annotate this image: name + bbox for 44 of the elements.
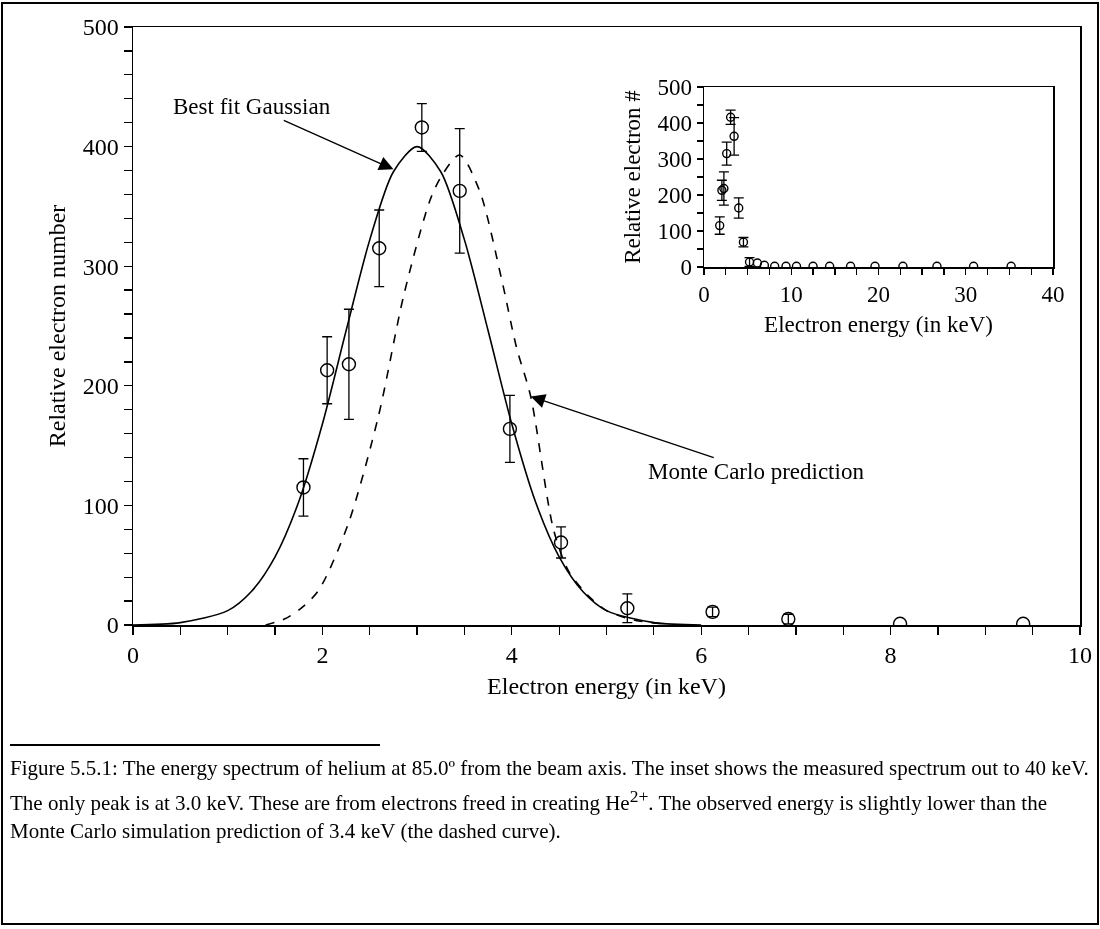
y-tick-label: 200 xyxy=(82,373,119,400)
annotation: Best fit Gaussian xyxy=(173,94,331,119)
point xyxy=(372,241,387,256)
point xyxy=(734,203,744,213)
point xyxy=(414,120,430,135)
point xyxy=(752,258,763,267)
point xyxy=(620,601,635,616)
annotation: Monte Carlo prediction xyxy=(648,459,865,484)
x-tick-label: 8 xyxy=(884,642,897,669)
y-tick-label: 100 xyxy=(82,492,119,519)
y-tick-label: 500 xyxy=(82,14,119,41)
x-tick-label: 4 xyxy=(505,642,518,669)
y-tick-label: 300 xyxy=(82,253,119,280)
y-tick-label: 100 xyxy=(657,219,692,245)
y-tick-label: 0 xyxy=(106,612,119,639)
point xyxy=(721,148,732,159)
y-tick-label: 400 xyxy=(657,111,692,137)
point xyxy=(502,421,518,437)
y-tick-label: 400 xyxy=(82,134,119,160)
y-tick-label: 300 xyxy=(657,147,692,173)
y-axis-title: Relative electron # xyxy=(620,89,646,264)
point xyxy=(553,535,569,550)
x-axis-title: Electron energy (in keV) xyxy=(487,673,726,700)
x-tick-label: 20 xyxy=(867,282,890,308)
point xyxy=(729,131,739,142)
x-tick-label: 10 xyxy=(1068,642,1092,669)
y-tick-label: 0 xyxy=(680,255,692,281)
x-axis-title: Electron energy (in keV) xyxy=(764,312,993,338)
y-tick-label: 500 xyxy=(657,75,692,101)
y-axis-title: Relative electron number xyxy=(44,204,71,448)
point xyxy=(341,357,357,372)
x-tick-label: 0 xyxy=(698,282,710,308)
point xyxy=(715,220,725,231)
point xyxy=(452,183,467,199)
x-tick-label: 10 xyxy=(779,282,803,308)
x-tick-label: 6 xyxy=(695,642,708,669)
x-tick-label: 40 xyxy=(1041,282,1065,308)
x-tick-label: 30 xyxy=(954,282,978,308)
point xyxy=(319,363,335,378)
x-tick-label: 0 xyxy=(127,642,139,669)
text: Figure 5.5.1: The energy spectrum of helium at 85.0º from the beam axis. The inset shows the measured spectrum out to 40 keV. The only peak is at 3.0 keV. These are from electrons freed in creating He$^{2+}$. The observed energy is slightly lower than the Monte Carlo simulation prediction of 3.4 keV (the dashed curve). xyxy=(10,756,1089,843)
point xyxy=(296,480,311,495)
x-tick-label: 2 xyxy=(316,642,329,669)
y-tick-label: 200 xyxy=(657,183,692,209)
